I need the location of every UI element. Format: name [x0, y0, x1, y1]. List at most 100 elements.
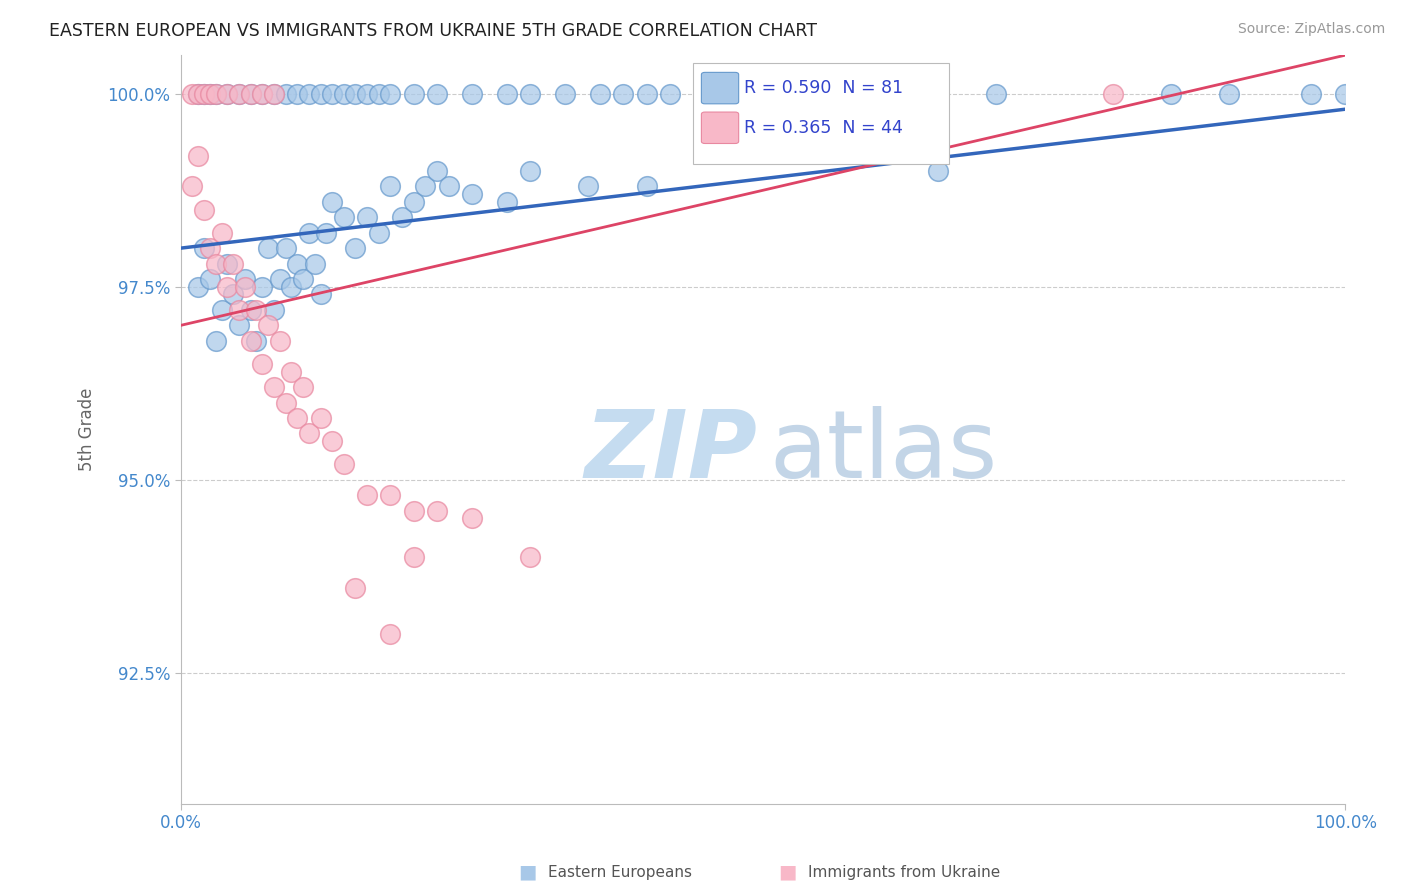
Point	[269, 272, 291, 286]
Point	[285, 256, 308, 270]
Point	[356, 488, 378, 502]
Point	[222, 287, 245, 301]
Point	[869, 87, 891, 101]
Point	[280, 279, 302, 293]
Point	[426, 164, 449, 178]
Point	[187, 148, 209, 162]
Point	[402, 87, 425, 101]
Point	[380, 179, 402, 194]
Point	[309, 87, 332, 101]
Point	[391, 211, 413, 225]
Point	[927, 164, 949, 178]
Text: Eastern Europeans: Eastern Europeans	[548, 865, 692, 880]
Point	[787, 87, 810, 101]
Point	[217, 87, 239, 101]
Point	[193, 202, 215, 217]
Point	[344, 581, 367, 595]
Point	[402, 194, 425, 209]
Point	[1101, 87, 1123, 101]
Point	[927, 87, 949, 101]
Point	[728, 87, 751, 101]
Point	[554, 87, 576, 101]
Point	[333, 458, 356, 472]
Point	[693, 87, 716, 101]
Point	[309, 287, 332, 301]
Point	[274, 241, 297, 255]
FancyBboxPatch shape	[693, 62, 949, 164]
Point	[193, 87, 215, 101]
Point	[187, 87, 209, 101]
Point	[519, 549, 541, 564]
Point	[461, 187, 484, 202]
Point	[217, 279, 239, 293]
Point	[437, 179, 460, 194]
Point	[252, 357, 274, 371]
Point	[1160, 87, 1182, 101]
Point	[198, 241, 221, 255]
Point	[636, 179, 658, 194]
Text: R = 0.365  N = 44: R = 0.365 N = 44	[745, 119, 904, 136]
Point	[321, 434, 343, 449]
Point	[198, 272, 221, 286]
Point	[269, 334, 291, 348]
Point	[233, 272, 256, 286]
Point	[298, 226, 321, 240]
Point	[274, 395, 297, 409]
Point	[344, 87, 367, 101]
Point	[321, 87, 343, 101]
Point	[285, 87, 308, 101]
Point	[578, 179, 600, 194]
Point	[1218, 87, 1240, 101]
FancyBboxPatch shape	[702, 72, 738, 103]
Point	[367, 87, 389, 101]
Point	[402, 503, 425, 517]
Point	[658, 87, 681, 101]
Point	[187, 87, 209, 101]
Point	[380, 627, 402, 641]
Point	[356, 87, 378, 101]
Text: R = 0.590  N = 81: R = 0.590 N = 81	[745, 79, 904, 97]
Point	[193, 241, 215, 255]
Point	[280, 365, 302, 379]
Point	[193, 87, 215, 101]
Point	[204, 87, 226, 101]
Point	[285, 411, 308, 425]
Point	[636, 87, 658, 101]
Point	[263, 380, 285, 394]
Point	[402, 549, 425, 564]
Point	[217, 256, 239, 270]
Point	[263, 302, 285, 317]
Text: ■: ■	[778, 863, 797, 882]
Point	[228, 87, 250, 101]
Point	[228, 318, 250, 333]
Point	[415, 179, 437, 194]
Point	[211, 226, 233, 240]
Point	[333, 211, 356, 225]
Point	[252, 87, 274, 101]
Point	[181, 179, 204, 194]
Point	[984, 87, 1007, 101]
Point	[198, 87, 221, 101]
Point	[380, 87, 402, 101]
Point	[315, 226, 337, 240]
Point	[292, 380, 315, 394]
Point	[217, 87, 239, 101]
Point	[461, 87, 484, 101]
Point	[298, 426, 321, 441]
Y-axis label: 5th Grade: 5th Grade	[79, 388, 96, 471]
Point	[228, 87, 250, 101]
Point	[304, 256, 326, 270]
Point	[821, 87, 844, 101]
Point	[252, 279, 274, 293]
Point	[198, 87, 221, 101]
Point	[233, 279, 256, 293]
Point	[496, 194, 519, 209]
Text: EASTERN EUROPEAN VS IMMIGRANTS FROM UKRAINE 5TH GRADE CORRELATION CHART: EASTERN EUROPEAN VS IMMIGRANTS FROM UKRA…	[49, 22, 817, 40]
Point	[263, 87, 285, 101]
FancyBboxPatch shape	[702, 112, 738, 144]
Point	[204, 87, 226, 101]
Point	[298, 87, 321, 101]
Point	[309, 411, 332, 425]
Point	[245, 334, 267, 348]
Point	[589, 87, 612, 101]
